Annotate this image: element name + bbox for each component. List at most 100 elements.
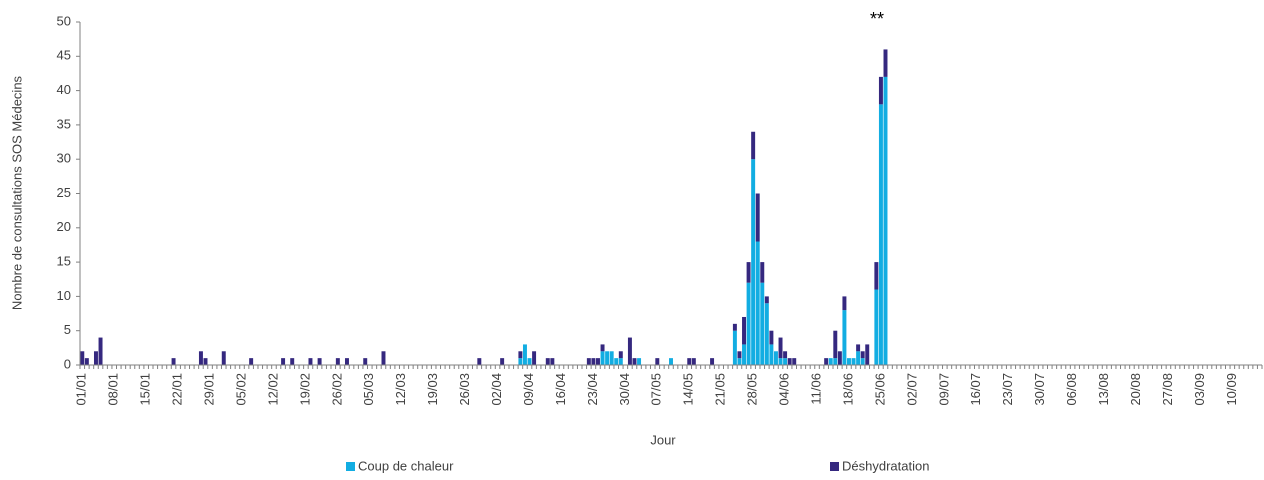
bar-segment (317, 358, 322, 365)
bar-segment (773, 351, 778, 365)
bar-segment (824, 358, 829, 365)
bar-segment (865, 344, 870, 365)
bar-segment (586, 358, 591, 365)
bar-segment (308, 358, 313, 365)
bar-segment (198, 351, 203, 365)
bar-segment (883, 49, 888, 77)
bar-segment (851, 358, 856, 365)
bar-segment (742, 344, 747, 365)
bar-segment (545, 358, 550, 365)
y-tick-label: 5 (64, 322, 71, 337)
bar-segment (737, 358, 742, 365)
x-tick-label: 11/06 (808, 373, 823, 405)
bar-segment (769, 344, 774, 365)
bar-segment (518, 358, 523, 365)
bar-segment (874, 262, 879, 290)
bar-segment (591, 358, 596, 365)
x-tick-label: 29/01 (202, 373, 217, 406)
bar-segment (746, 282, 751, 365)
x-tick-label: 21/05 (713, 373, 728, 406)
x-tick-label: 30/04 (617, 373, 632, 406)
bar-segment (84, 358, 89, 365)
x-tick-label: 20/08 (1128, 373, 1143, 406)
x-tick-label: 25/06 (872, 373, 887, 406)
bar-segment (500, 358, 505, 365)
x-tick-label: 30/07 (1032, 373, 1047, 406)
bar-segment (477, 358, 482, 365)
bar-segment (732, 323, 737, 331)
bar-segment (687, 358, 692, 365)
bar-segment (344, 358, 349, 365)
bar-segment (742, 316, 747, 345)
x-tick-label: 05/03 (361, 373, 376, 406)
bar-segment (710, 358, 715, 365)
bar-segment (860, 358, 865, 365)
bar-segment (878, 104, 883, 365)
bar-segment (783, 351, 788, 359)
y-tick-label: 35 (57, 116, 71, 131)
x-tick-label: 06/08 (1064, 373, 1079, 406)
y-tick-label: 15 (57, 254, 71, 269)
bar-segment (769, 330, 774, 345)
bar-segment (755, 193, 760, 242)
bar-segment (764, 296, 769, 304)
y-axis-label: Nombre de consultations SOS Médecins (9, 75, 24, 310)
legend-swatch (346, 462, 355, 471)
bar-segment (363, 358, 368, 365)
bar-segment (833, 330, 838, 359)
bar-segment (669, 358, 673, 365)
legend-swatch (830, 462, 839, 471)
bar-segment (691, 358, 696, 365)
bar-segment (98, 337, 103, 365)
bar-segment (609, 351, 614, 365)
x-tick-label: 28/05 (745, 373, 760, 406)
x-tick-label: 12/02 (265, 373, 280, 406)
bar-segment (595, 358, 600, 365)
x-tick-label: 16/04 (553, 373, 568, 406)
bar-segment (80, 351, 85, 365)
bar-segment (746, 262, 751, 283)
bar-segment (792, 358, 797, 365)
bar-segment (764, 303, 769, 365)
bar-segment (842, 310, 847, 365)
bar-segment (93, 351, 98, 365)
bar-segment (221, 351, 226, 365)
x-tick-label: 04/06 (777, 373, 792, 406)
legend-label: Coup de chaleur (358, 458, 454, 473)
bar-segment (847, 358, 851, 365)
bar-segment (878, 76, 883, 105)
bar-segment (856, 351, 861, 365)
x-tick-label: 14/05 (681, 373, 696, 406)
x-tick-label: 02/04 (489, 373, 504, 406)
x-tick-label: 26/02 (329, 373, 344, 406)
x-tick-label: 23/04 (585, 373, 600, 406)
bar-segment (249, 358, 254, 365)
bar-segment (381, 351, 386, 365)
bar-segment (522, 344, 527, 365)
x-tick-label: 01/01 (74, 373, 89, 406)
bar-segment (778, 337, 783, 359)
x-tick-label: 08/01 (106, 373, 121, 406)
x-tick-label: 09/07 (936, 373, 951, 406)
bar-segment (787, 358, 792, 365)
x-tick-label: 19/02 (297, 373, 312, 406)
x-tick-label: 27/08 (1160, 373, 1175, 406)
x-tick-label: 05/02 (233, 373, 248, 406)
bar-segment (856, 344, 861, 352)
axes (79, 22, 1263, 369)
bar-segment (751, 159, 756, 365)
bar-segment (618, 351, 623, 359)
y-tick-label: 20 (57, 219, 71, 234)
bar-segment (618, 358, 623, 365)
bar-segment (281, 358, 286, 365)
y-tick-label: 40 (57, 82, 71, 97)
x-tick-label: 18/06 (840, 373, 855, 406)
bar-segment (627, 337, 632, 365)
y-tick-label: 30 (57, 151, 71, 166)
bar-segment (783, 358, 788, 365)
bar-segment (600, 344, 605, 352)
x-tick-label: 02/07 (904, 373, 919, 406)
bar-segment (842, 296, 847, 311)
bar-segment (737, 351, 742, 359)
bar-segment (532, 351, 537, 365)
